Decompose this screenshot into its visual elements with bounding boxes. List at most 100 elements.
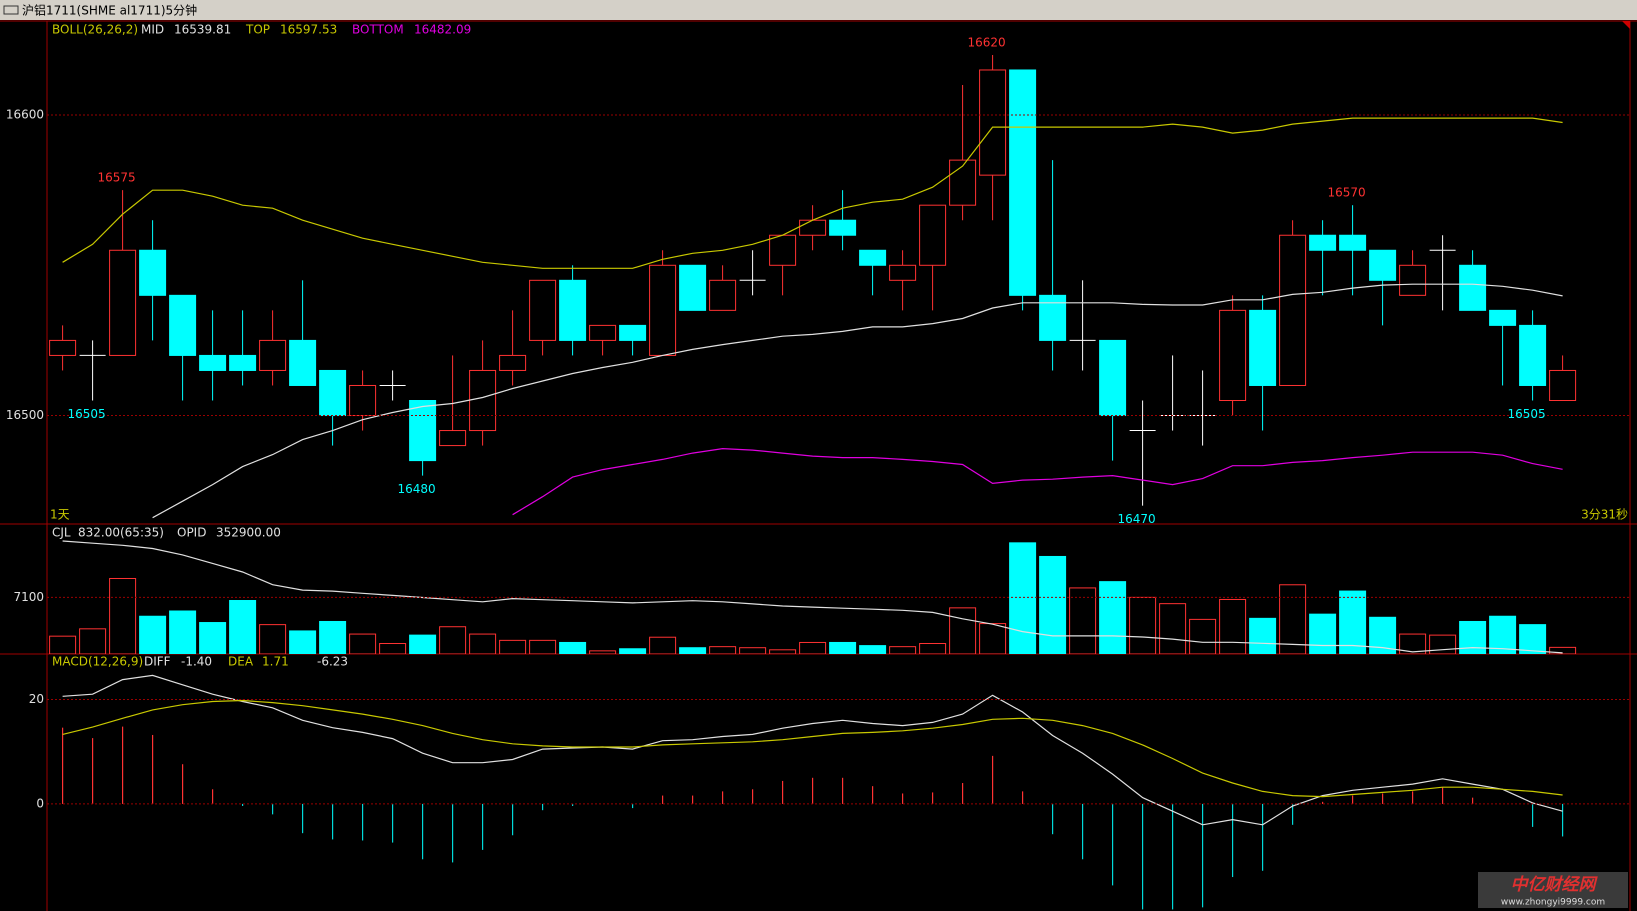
y-tick-label: 16500 [6,408,44,422]
volume-bar [1039,555,1067,654]
body [1009,69,1037,296]
indicator-line [152,283,1563,519]
volume-bar [319,620,347,654]
body [1339,234,1367,251]
body [349,384,377,417]
body [469,369,497,432]
body [799,219,827,236]
volume-bar [949,607,977,654]
volume-bar [829,641,857,654]
volume-bar [889,646,917,654]
title-bar [0,0,1637,20]
window-title: 沪铝1711(SHME al1711)5分钟 [22,3,197,18]
body [259,339,287,371]
y-tick-label: 16600 [6,108,44,122]
volume-bar [589,650,617,654]
body [1459,264,1487,311]
body [1549,369,1577,402]
volume-bar [739,647,767,654]
volume-bar [859,645,887,654]
body [229,354,257,371]
legend-name: DIFF [144,655,171,669]
volume-bar [619,648,647,654]
body [619,324,647,341]
body [499,354,527,371]
y-tick-label: 7100 [13,590,44,604]
body [1309,234,1337,251]
volume-bar [1459,620,1487,654]
body [139,249,167,296]
price-panel [49,54,1577,519]
watermark: 中亿财经网 [1511,875,1599,895]
volume-bar [79,628,107,654]
volume-bar [1009,542,1037,654]
volume-bar [1279,584,1307,654]
body [1489,309,1517,326]
legend-name: CJL [52,526,71,540]
window-icon [3,5,19,15]
body [1279,234,1307,386]
volume-bar [559,641,587,654]
indicator-title: MACD(12,26,9) [52,655,143,669]
body [109,249,137,356]
watermark-box [1478,872,1628,908]
legend-name: DEA [228,655,254,669]
volume-bar [379,643,407,654]
body [679,264,707,311]
legend-value: -6.23 [317,655,348,669]
body [1369,249,1397,281]
body [589,324,617,341]
volume-bar [169,610,197,654]
body [1219,309,1247,402]
indicator-line [62,540,1563,654]
body [979,69,1007,176]
body [649,264,677,356]
volume-bar [1429,634,1457,654]
volume-bar [1399,633,1427,654]
body [1249,309,1277,386]
volume-bar [1189,618,1217,654]
body [859,249,887,266]
volume-bar [649,636,677,654]
volume-bar [1099,581,1127,654]
body [529,279,557,341]
legend-value: 16597.53 [280,23,337,37]
price-annotation: 16575 [98,171,136,185]
volume-bar [349,633,377,654]
y-tick-label: 20 [29,692,44,706]
body [319,369,347,417]
legend-value: 16482.09 [414,23,471,37]
price-annotation: 16620 [968,35,1006,49]
volume-bar [469,633,497,654]
body [1519,324,1547,386]
price-annotation: 16470 [1118,512,1156,526]
volume-bar [139,615,167,654]
volume-bar [1159,603,1187,654]
volume-bar [229,600,257,654]
body [559,279,587,341]
legend-value: 352900.00 [216,526,281,540]
volume-bar [979,623,1007,654]
volume-bar [409,634,437,654]
indicator-line [62,674,1563,826]
body [919,204,947,266]
volume-bar [289,630,317,654]
body [829,219,857,236]
body [409,400,437,462]
volume-bar [499,639,527,654]
legend-value: 16539.81 [174,23,231,37]
legend-name: MID [141,23,164,37]
body [289,339,317,386]
indicator-line [62,699,1563,798]
body [199,354,227,371]
volume-bar [769,649,797,654]
volume-bar [259,624,287,654]
body [1099,339,1127,417]
volume-bar [1519,624,1547,654]
body [49,339,77,356]
body [709,279,737,311]
volume-bar [1489,615,1517,654]
